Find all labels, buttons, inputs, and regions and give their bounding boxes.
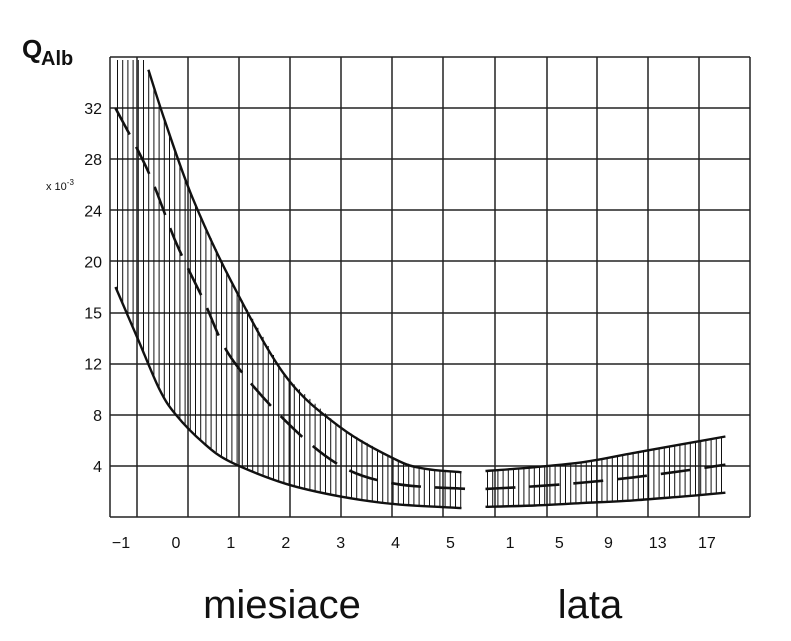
x-tick-label: −1 <box>112 535 130 552</box>
y-tick-label: 24 <box>84 203 102 220</box>
x-tick-label: 5 <box>446 535 455 552</box>
group-label-months: miesiace <box>203 583 361 627</box>
y-tick-label: 28 <box>84 152 102 169</box>
upper-bound-curve <box>147 69 462 474</box>
x-tick-label: 4 <box>391 535 400 552</box>
median-dashed-curve <box>485 463 726 491</box>
x-tick-label: 9 <box>604 535 613 552</box>
y-tick-labels: 4 8 12 15 20 24 28 32 <box>84 101 102 476</box>
x-tick-label: 2 <box>281 535 290 552</box>
y-tick-label: 8 <box>93 408 102 425</box>
reference-curves <box>114 69 726 510</box>
x-tick-label: 1 <box>506 535 515 552</box>
x-tick-label: 17 <box>698 535 716 552</box>
x-tick-label: 5 <box>555 535 564 552</box>
upper-bound-curve <box>485 435 726 473</box>
y-tick-label: 32 <box>84 101 102 118</box>
y-axis-multiplier: x 10-3 <box>46 178 74 193</box>
lower-bound-curve <box>114 286 462 510</box>
x-tick-label: 3 <box>336 535 345 552</box>
y-tick-label: 12 <box>84 357 102 374</box>
y-multiplier-base: x 10 <box>46 181 67 193</box>
x-tick-labels: −1 0 1 2 3 4 5 1 5 9 13 17 <box>112 535 716 552</box>
y-tick-label: 20 <box>84 254 102 271</box>
y-axis-label-q: Q <box>22 34 42 64</box>
y-tick-label: 15 <box>84 306 102 323</box>
y-tick-label: 4 <box>93 459 102 476</box>
x-tick-label: 1 <box>226 535 235 552</box>
median-dashed-curve <box>114 107 468 491</box>
y-multiplier-exponent: -3 <box>67 178 75 187</box>
lower-bound-curve <box>485 491 726 508</box>
reference-band-hatching <box>117 60 722 508</box>
x-tick-label: 13 <box>649 535 667 552</box>
x-tick-label: 0 <box>171 535 180 552</box>
group-label-years: lata <box>558 583 623 627</box>
y-axis-label-alb: Alb <box>41 48 73 70</box>
